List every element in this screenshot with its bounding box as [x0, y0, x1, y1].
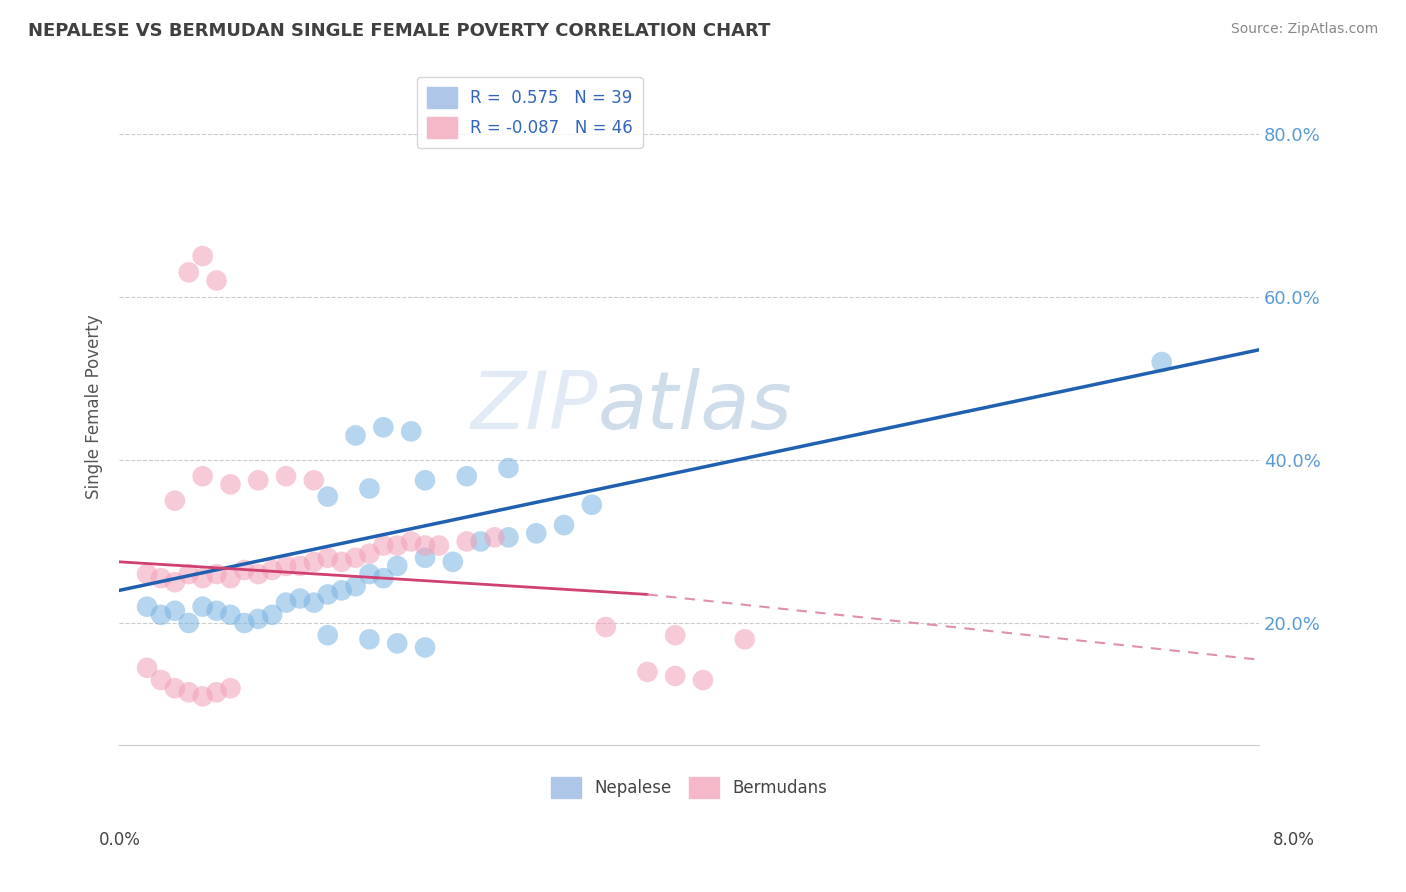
- Point: [413, 550, 436, 565]
- Point: [470, 534, 492, 549]
- Point: [177, 615, 200, 630]
- Point: [359, 547, 381, 561]
- Point: [316, 550, 339, 565]
- Point: [177, 685, 200, 699]
- Point: [262, 607, 284, 622]
- Point: [274, 596, 297, 610]
- Point: [205, 604, 228, 618]
- Point: [441, 555, 464, 569]
- Point: [413, 473, 436, 487]
- Point: [484, 530, 506, 544]
- Point: [219, 607, 242, 622]
- Point: [636, 665, 658, 679]
- Point: [427, 539, 450, 553]
- Point: [274, 558, 297, 573]
- Point: [302, 596, 325, 610]
- Point: [163, 681, 186, 696]
- Point: [136, 567, 159, 582]
- Point: [373, 539, 395, 553]
- Point: [413, 640, 436, 655]
- Point: [136, 661, 159, 675]
- Point: [219, 477, 242, 491]
- Text: 0.0%: 0.0%: [98, 831, 141, 849]
- Point: [219, 681, 242, 696]
- Point: [177, 265, 200, 279]
- Point: [247, 473, 270, 487]
- Point: [316, 628, 339, 642]
- Point: [373, 420, 395, 434]
- Text: ZIP: ZIP: [471, 368, 598, 446]
- Point: [359, 632, 381, 647]
- Point: [734, 632, 756, 647]
- Point: [553, 518, 575, 533]
- Point: [316, 587, 339, 601]
- Point: [247, 612, 270, 626]
- Point: [205, 685, 228, 699]
- Point: [387, 558, 409, 573]
- Point: [288, 591, 311, 606]
- Point: [163, 604, 186, 618]
- Point: [316, 490, 339, 504]
- Point: [191, 571, 214, 585]
- Point: [498, 530, 520, 544]
- Point: [177, 567, 200, 582]
- Point: [191, 469, 214, 483]
- Point: [149, 571, 172, 585]
- Legend: Nepalese, Bermudans: Nepalese, Bermudans: [544, 770, 834, 805]
- Point: [399, 534, 422, 549]
- Point: [163, 493, 186, 508]
- Point: [373, 571, 395, 585]
- Point: [664, 628, 686, 642]
- Text: Source: ZipAtlas.com: Source: ZipAtlas.com: [1230, 22, 1378, 37]
- Point: [359, 567, 381, 582]
- Point: [149, 607, 172, 622]
- Point: [205, 273, 228, 287]
- Point: [288, 558, 311, 573]
- Point: [262, 563, 284, 577]
- Point: [387, 636, 409, 650]
- Point: [136, 599, 159, 614]
- Point: [302, 555, 325, 569]
- Y-axis label: Single Female Poverty: Single Female Poverty: [86, 315, 103, 500]
- Point: [219, 571, 242, 585]
- Point: [163, 575, 186, 590]
- Point: [302, 473, 325, 487]
- Point: [387, 539, 409, 553]
- Text: 8.0%: 8.0%: [1272, 831, 1315, 849]
- Text: atlas: atlas: [598, 368, 793, 446]
- Point: [233, 615, 256, 630]
- Point: [664, 669, 686, 683]
- Point: [524, 526, 547, 541]
- Point: [247, 567, 270, 582]
- Point: [330, 555, 353, 569]
- Point: [149, 673, 172, 687]
- Point: [191, 690, 214, 704]
- Text: NEPALESE VS BERMUDAN SINGLE FEMALE POVERTY CORRELATION CHART: NEPALESE VS BERMUDAN SINGLE FEMALE POVER…: [28, 22, 770, 40]
- Point: [456, 469, 478, 483]
- Point: [330, 583, 353, 598]
- Point: [595, 620, 617, 634]
- Point: [692, 673, 714, 687]
- Point: [413, 539, 436, 553]
- Point: [1150, 355, 1173, 369]
- Point: [456, 534, 478, 549]
- Point: [344, 428, 367, 442]
- Point: [399, 425, 422, 439]
- Point: [233, 563, 256, 577]
- Point: [359, 482, 381, 496]
- Point: [344, 579, 367, 593]
- Point: [205, 567, 228, 582]
- Point: [191, 249, 214, 263]
- Point: [344, 550, 367, 565]
- Point: [498, 461, 520, 475]
- Point: [581, 498, 603, 512]
- Point: [191, 599, 214, 614]
- Point: [274, 469, 297, 483]
